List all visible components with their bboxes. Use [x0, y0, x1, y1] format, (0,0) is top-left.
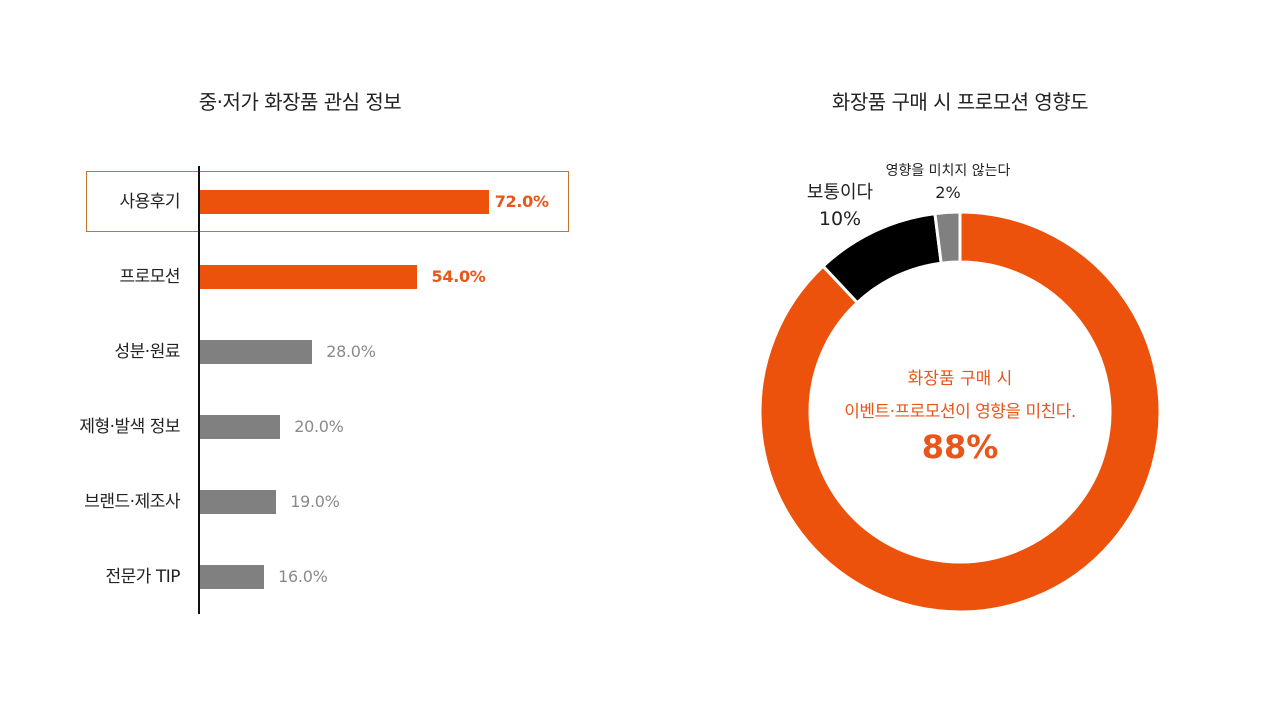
- bar-row: 브랜드·제조사 19.0%: [0, 490, 1280, 514]
- donut-chart-title: 화장품 구매 시 프로모션 영향도: [831, 90, 1089, 114]
- bar-chart-title: 중·저가 화장품 관심 정보: [198, 90, 402, 114]
- category-label: 브랜드·제조사: [84, 492, 180, 512]
- center-line-1: 화장품 구매 시: [907, 369, 1013, 389]
- label-neutral-value: 10%: [818, 208, 862, 230]
- value-label: 16.0%: [278, 567, 328, 586]
- value-label: 28.0%: [326, 342, 376, 361]
- category-label: 사용후기: [119, 192, 180, 212]
- label-no-influence-value: 2%: [935, 183, 961, 202]
- bar: [200, 265, 417, 289]
- bar-row: 성분·원료 28.0%: [0, 340, 1280, 364]
- bar-row: 사용후기 72.0%: [0, 190, 1280, 214]
- donut-slice: [758, 210, 1162, 614]
- center-line-2: 이벤트·프로모션이 영향을 미친다.: [844, 402, 1076, 422]
- value-label: 54.0%: [431, 267, 486, 286]
- bar-row: 프로모션 54.0%: [0, 265, 1280, 289]
- bar: [200, 340, 313, 364]
- label-neutral-name: 보통이다: [806, 182, 874, 203]
- bar: [200, 415, 281, 439]
- value-label: 19.0%: [290, 492, 340, 511]
- value-label: 20.0%: [294, 417, 344, 436]
- value-label: 72.0%: [494, 192, 549, 211]
- category-label: 전문가 TIP: [105, 567, 181, 587]
- bar: [200, 190, 489, 214]
- category-label: 제형·발색 정보: [79, 417, 180, 437]
- bar-row: 제형·발색 정보 20.0%: [0, 415, 1280, 439]
- category-label: 프로모션: [119, 267, 180, 287]
- bar-row: 전문가 TIP 16.0%: [0, 565, 1280, 589]
- category-label: 성분·원료: [114, 342, 181, 362]
- bar: [200, 565, 265, 589]
- y-axis-line: [198, 166, 200, 614]
- center-value: 88%: [921, 428, 999, 466]
- bar: [200, 490, 277, 514]
- donut-slice: [933, 210, 962, 265]
- label-no-influence-name: 영향을 미치지 않는다: [885, 163, 1011, 179]
- highlight-box: [86, 171, 569, 232]
